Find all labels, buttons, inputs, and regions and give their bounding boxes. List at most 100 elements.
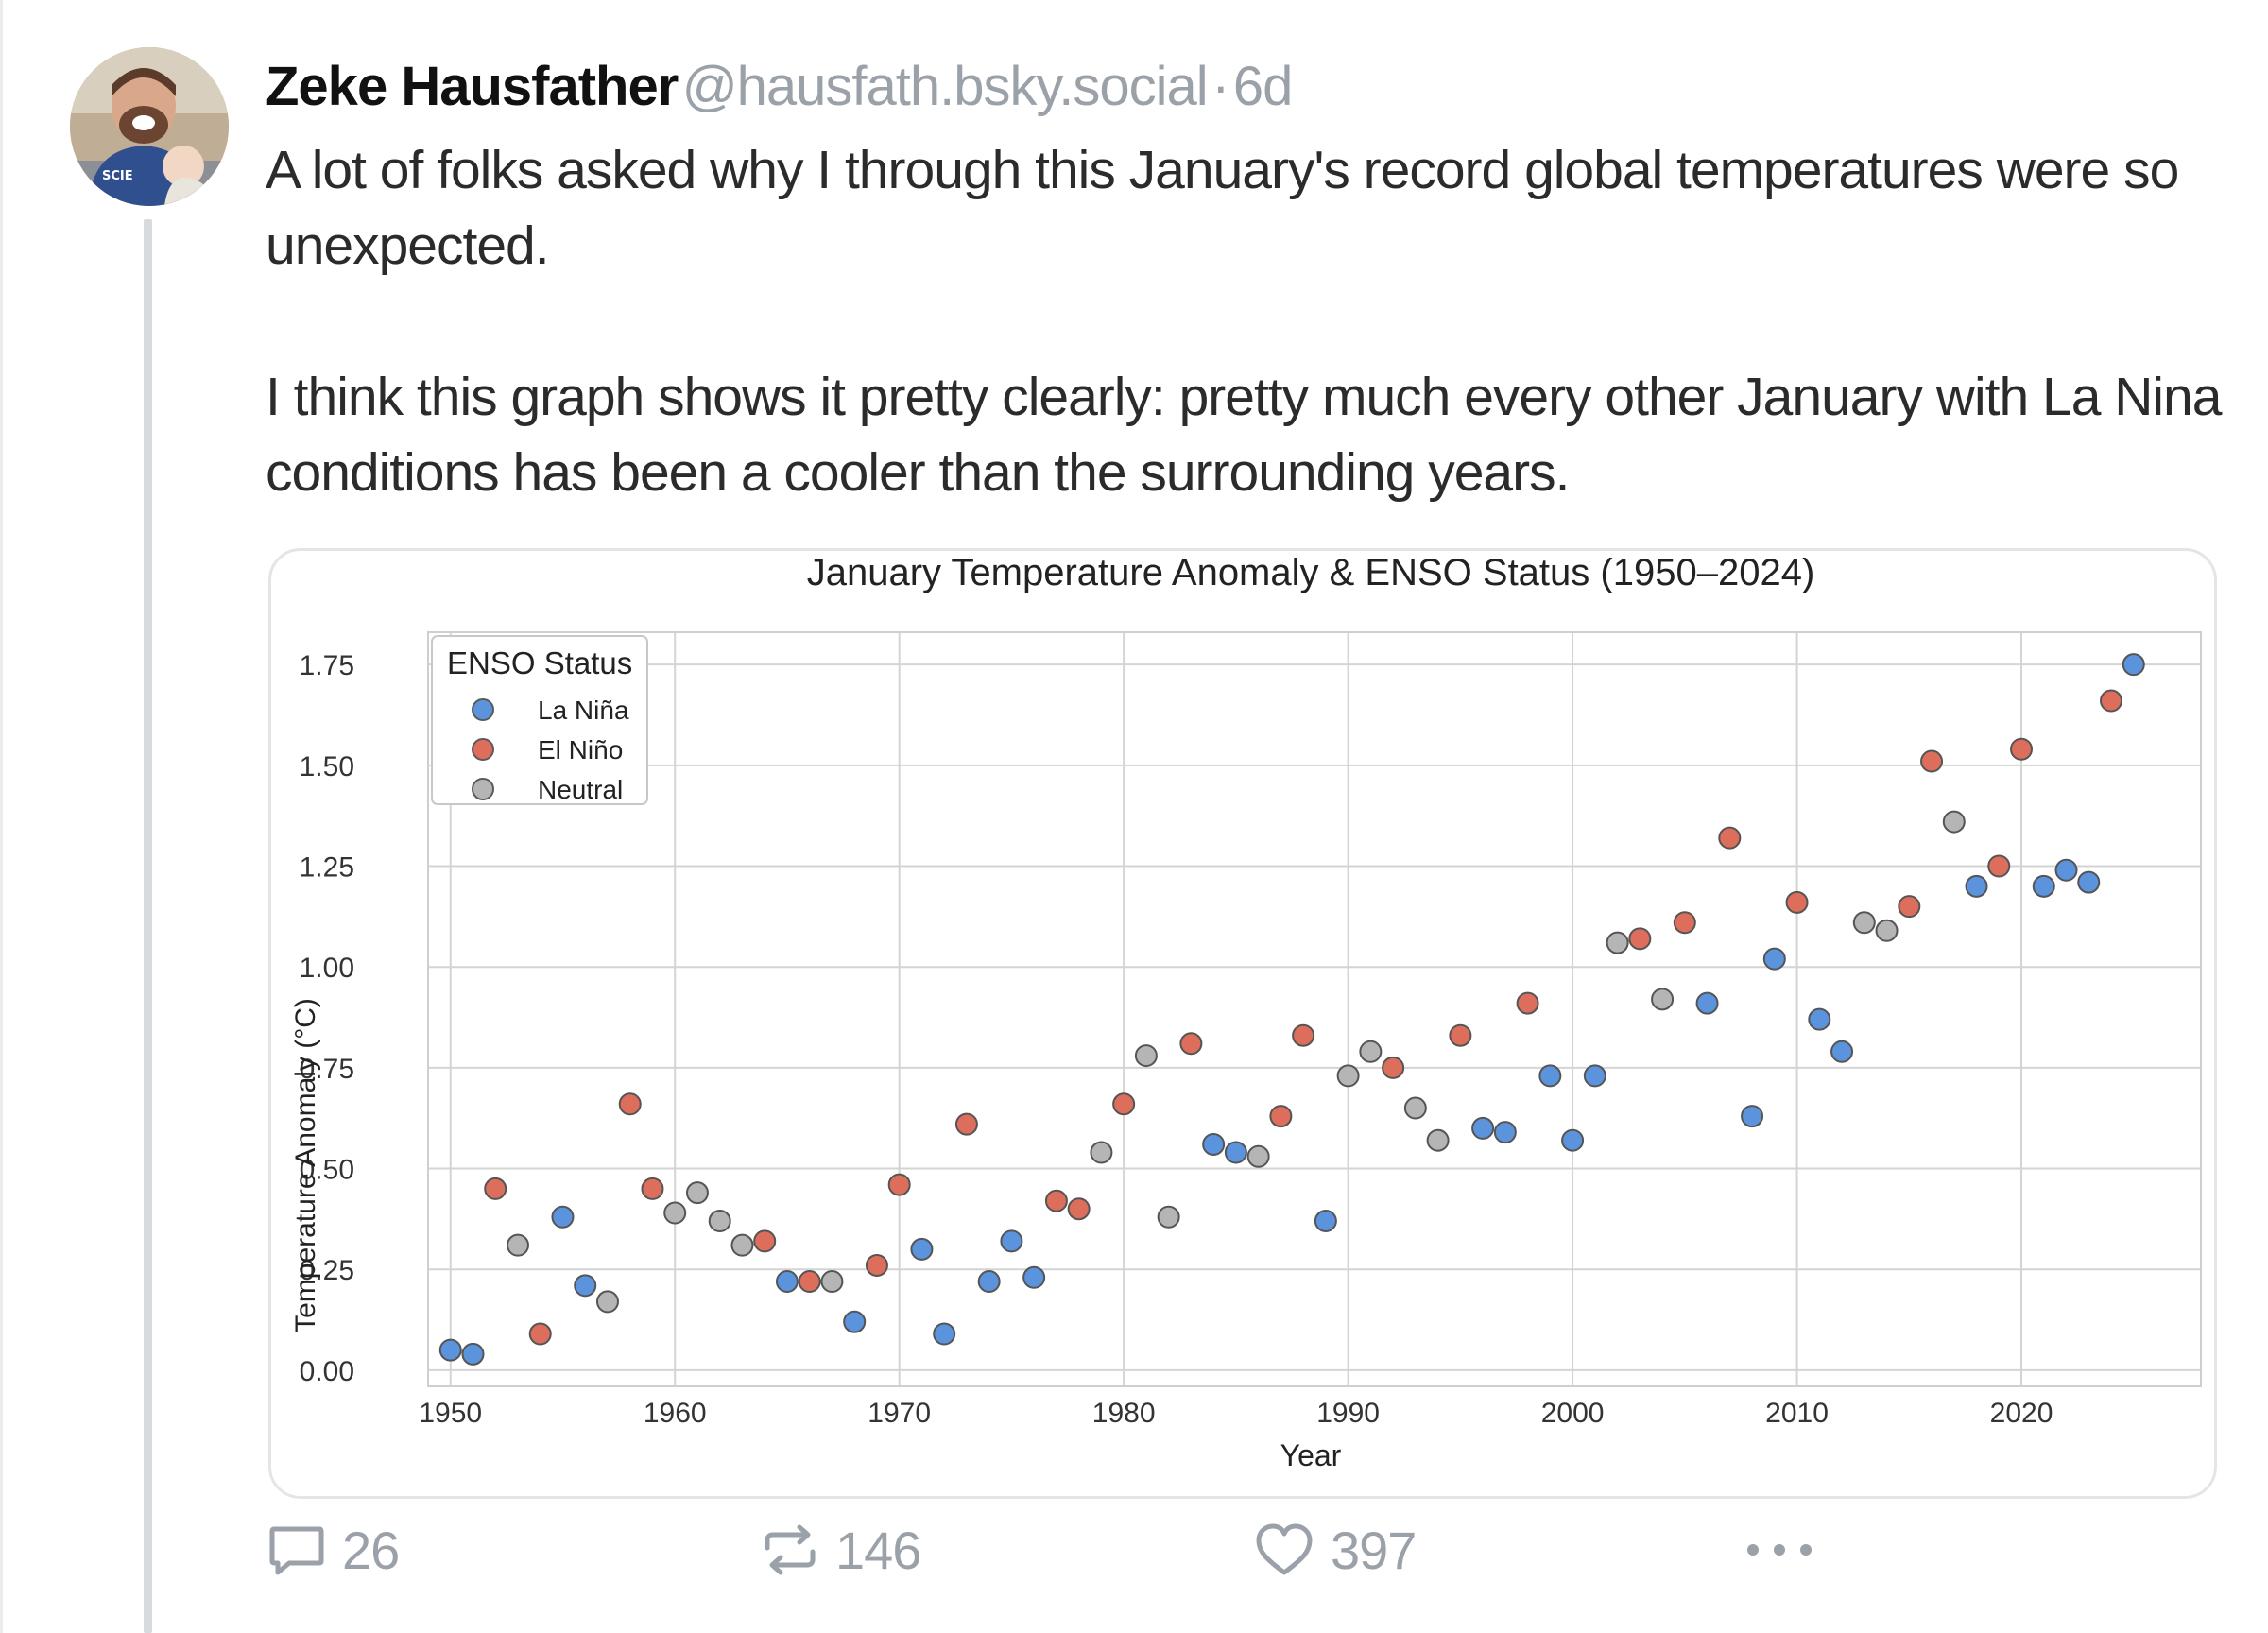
- data-point-el-nino: [618, 1092, 642, 1116]
- reply-button[interactable]: 26: [266, 1503, 400, 1597]
- legend-label-neutral: Neutral: [538, 775, 623, 804]
- data-point-el-nino: [1718, 826, 1742, 850]
- y-tick-label: 1.50: [300, 751, 354, 782]
- post-paragraph-1: A lot of folks asked why I through this …: [266, 140, 2179, 276]
- data-point-el-nino: [1112, 1092, 1136, 1116]
- legend-label-la-nina: La Niña: [538, 696, 629, 725]
- data-point-neutral: [1426, 1128, 1450, 1152]
- data-point-la-nina: [1808, 1007, 1831, 1031]
- data-point-la-nina: [1314, 1210, 1337, 1233]
- data-point-el-nino: [1628, 927, 1652, 951]
- data-point-el-nino: [798, 1270, 821, 1294]
- data-point-la-nina: [2054, 858, 2078, 882]
- author-avatar[interactable]: SCIE: [70, 47, 229, 206]
- data-point-neutral: [820, 1270, 844, 1294]
- chart-image-card[interactable]: 0.00 0.25 0.50 0.75 1.00 1.25 1.50 1.75 1950 196…: [268, 548, 2217, 1499]
- y-tick-label: 1.00: [300, 953, 354, 984]
- data-point-el-nino: [641, 1177, 664, 1200]
- data-point-la-nina: [438, 1338, 462, 1362]
- data-point-neutral: [1651, 988, 1675, 1011]
- data-point-la-nina: [1741, 1105, 1764, 1128]
- post-body: A lot of folks asked why I through this …: [266, 132, 2231, 510]
- data-point-la-nina: [2077, 870, 2101, 894]
- legend-marker-neutral: [472, 778, 494, 800]
- y-axis-label: Temperature Anomaly (°C): [290, 998, 321, 1332]
- legend-title: ENSO Status: [447, 645, 632, 680]
- post-header: Zeke Hausfather @hausfath.bsky.social · …: [266, 55, 1294, 121]
- data-points: [438, 653, 2145, 1366]
- data-point-la-nina: [1583, 1064, 1606, 1088]
- x-tick-label: 1970: [868, 1398, 931, 1429]
- data-point-la-nina: [977, 1270, 1001, 1294]
- data-point-la-nina: [1000, 1229, 1023, 1253]
- data-point-la-nina: [551, 1205, 575, 1229]
- author-name[interactable]: Zeke Hausfather: [266, 56, 679, 117]
- repost-button[interactable]: 146: [760, 1503, 921, 1597]
- data-point-el-nino: [1920, 749, 1944, 773]
- x-tick-label: 1950: [419, 1398, 482, 1429]
- data-point-neutral: [1336, 1064, 1360, 1088]
- avatar-photo: SCIE: [70, 47, 229, 206]
- legend-label-el-nino: El Niño: [538, 735, 623, 765]
- data-point-neutral: [685, 1181, 709, 1205]
- data-point-la-nina: [910, 1237, 934, 1261]
- data-point-el-nino: [1044, 1189, 1068, 1212]
- legend-box: [431, 635, 648, 805]
- plot-area-frame: [427, 631, 2202, 1387]
- data-point-la-nina: [2032, 874, 2055, 898]
- y-tick-labels: 0.00 0.25 0.50 0.75 1.00 1.25 1.50 1.75: [300, 650, 354, 1387]
- data-point-el-nino: [865, 1253, 888, 1277]
- post-actions: 26 146 397: [0, 1503, 2268, 1597]
- data-point-el-nino: [954, 1112, 978, 1136]
- y-tick-label: 0.75: [300, 1054, 354, 1085]
- data-point-neutral: [708, 1210, 731, 1233]
- data-point-neutral: [663, 1201, 687, 1225]
- data-point-la-nina: [843, 1310, 867, 1333]
- data-point-la-nina: [1538, 1064, 1562, 1088]
- data-point-la-nina: [2122, 653, 2145, 677]
- data-point-la-nina: [1224, 1141, 1247, 1164]
- data-point-neutral: [1942, 810, 1966, 834]
- data-point-el-nino: [1898, 895, 1921, 919]
- y-tick-label: 1.75: [300, 650, 354, 681]
- data-point-la-nina: [1022, 1265, 1046, 1289]
- author-handle[interactable]: @hausfath.bsky.social: [681, 56, 1209, 117]
- more-dots-icon: [1747, 1544, 1812, 1556]
- reply-icon: [269, 1526, 324, 1575]
- data-point-neutral: [1875, 919, 1899, 942]
- heart-icon: [1256, 1523, 1313, 1575]
- y-tick-label: 0.25: [300, 1255, 354, 1286]
- data-point-el-nino: [528, 1322, 552, 1346]
- data-point-la-nina: [574, 1274, 597, 1298]
- data-point-la-nina: [1762, 947, 1786, 971]
- data-point-neutral: [1359, 1040, 1383, 1063]
- data-point-el-nino: [1516, 991, 1539, 1015]
- post-timestamp[interactable]: 6d: [1232, 56, 1294, 117]
- temperature-chart: 0.00 0.25 0.50 0.75 1.00 1.25 1.50 1.75 1950 196…: [290, 552, 2202, 1472]
- x-tick-label: 2010: [1765, 1398, 1829, 1429]
- data-point-la-nina: [461, 1342, 485, 1366]
- data-point-neutral: [1134, 1044, 1158, 1068]
- x-tick-label: 1990: [1316, 1398, 1380, 1429]
- data-point-el-nino: [2010, 737, 2034, 761]
- data-point-el-nino: [887, 1173, 911, 1196]
- reply-count: 26: [342, 1520, 400, 1580]
- data-point-neutral: [1246, 1144, 1270, 1168]
- data-point-el-nino: [1382, 1056, 1405, 1079]
- chart-grid: [428, 632, 2201, 1386]
- data-point-la-nina: [1471, 1116, 1495, 1140]
- data-point-el-nino: [753, 1229, 777, 1253]
- data-point-neutral: [1157, 1205, 1180, 1229]
- data-point-la-nina: [1695, 991, 1719, 1015]
- like-button[interactable]: 397: [1253, 1503, 1417, 1597]
- x-tick-label: 1980: [1092, 1398, 1156, 1429]
- more-options-button[interactable]: [1744, 1503, 1815, 1597]
- y-tick-label: 0.00: [300, 1356, 354, 1387]
- x-axis-label: Year: [1280, 1438, 1342, 1472]
- page-left-border: [0, 0, 3, 1633]
- thread-line: [144, 219, 152, 1633]
- data-point-neutral: [1090, 1141, 1113, 1164]
- legend-marker-la-nina: [472, 698, 494, 721]
- data-point-el-nino: [1673, 911, 1696, 935]
- data-point-la-nina: [775, 1270, 799, 1294]
